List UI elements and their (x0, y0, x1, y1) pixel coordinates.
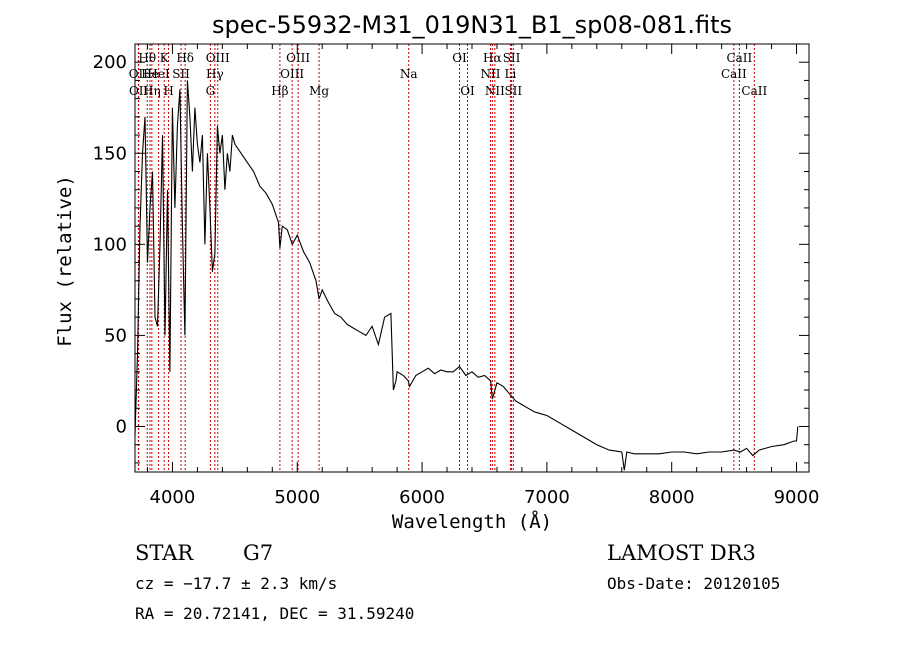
object-class: STAR (135, 541, 194, 565)
line-label: OI (460, 84, 475, 98)
line-label: OIII (280, 67, 304, 81)
line-label: Hα (483, 51, 502, 65)
y-tick-label: 0 (116, 416, 127, 437)
y-tick-label: 50 (104, 325, 127, 346)
survey-name: LAMOST DR3 (607, 541, 756, 565)
line-label: Hδ (176, 51, 194, 65)
x-tick-label: 4000 (150, 487, 196, 508)
line-label: Hθ (138, 51, 156, 65)
line-label: OII (129, 67, 149, 81)
line-label: Hη (143, 84, 161, 98)
x-tick-label: 9000 (774, 487, 820, 508)
y-tick-label: 150 (93, 143, 127, 164)
object-subclass: G7 (243, 541, 273, 565)
line-label: H (163, 84, 173, 98)
line-label: Mg (309, 84, 329, 98)
x-axis-label: Wavelength (Å) (392, 510, 552, 533)
axis-ticks: 4000 5000 6000 7000 8000 9000 0 50 100 150 200 (93, 43, 820, 508)
line-label: SII (172, 67, 190, 81)
line-label: Hγ (206, 67, 224, 81)
observation-date: Obs-Date: 20120105 (607, 574, 780, 593)
line-label: OIII (286, 51, 310, 65)
line-label: OII (129, 84, 149, 98)
x-tick-label: 8000 (649, 487, 695, 508)
spectrum-line (134, 80, 799, 471)
line-label: CaII (741, 84, 767, 98)
line-label: G (206, 84, 216, 98)
y-tick-label: 200 (93, 52, 127, 73)
y-axis-label: Flux (relative) (54, 175, 76, 347)
line-label: CaII (726, 51, 752, 65)
x-tick-label: 5000 (274, 487, 320, 508)
line-label: K (160, 51, 170, 65)
line-label: OI (452, 51, 467, 65)
line-label: HeI (147, 67, 170, 81)
plot-frame (134, 43, 810, 473)
redshift-velocity: cz = −17.7 ± 2.3 km/s (135, 574, 337, 593)
line-label: SII (503, 51, 521, 65)
line-label: He (141, 67, 159, 81)
line-label: Na (400, 67, 418, 81)
spectral-line-markers (137, 44, 755, 472)
chart-title: spec-55932-M31_019N31_B1_sp08-081.fits (212, 11, 732, 39)
line-label: Li (505, 67, 517, 81)
sky-coordinates: RA = 20.72141, DEC = 31.59240 (135, 604, 414, 623)
line-label: Hβ (271, 84, 288, 98)
line-label: NII (480, 67, 500, 81)
line-label: CaII (721, 67, 747, 81)
line-label: SII (504, 84, 522, 98)
x-tick-label: 7000 (524, 487, 570, 508)
y-tick-label: 100 (93, 234, 127, 255)
line-label: NII (485, 84, 505, 98)
line-label: OIII (206, 51, 230, 65)
x-tick-label: 6000 (399, 487, 445, 508)
